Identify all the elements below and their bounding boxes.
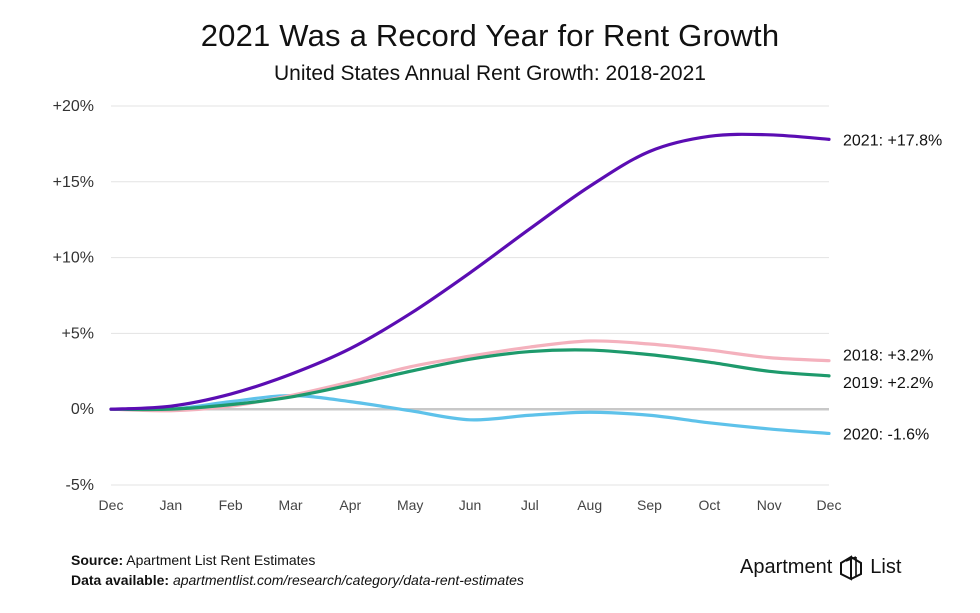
x-tick-label: Jun xyxy=(459,497,482,513)
y-axis-tick-labels: -5% 0% +5% +10% +15% +20% xyxy=(53,98,94,494)
x-tick-label: Mar xyxy=(278,497,302,513)
y-tick-label: +5% xyxy=(62,325,94,342)
series-line-2019 xyxy=(109,348,831,412)
end-label-2020: 2020: -1.6% xyxy=(843,426,929,443)
x-tick-label: May xyxy=(397,497,423,513)
x-tick-label: Sep xyxy=(637,497,662,513)
end-label-2018: 2018: +3.2% xyxy=(843,348,933,365)
y-tick-label: +10% xyxy=(53,250,94,267)
data-available-line: Data available: apartmentlist.com/resear… xyxy=(71,572,524,588)
x-tick-label: Apr xyxy=(339,497,361,513)
data-available-link[interactable]: apartmentlist.com/research/category/data… xyxy=(172,572,524,588)
y-tick-label: -5% xyxy=(66,477,94,494)
x-tick-label: Dec xyxy=(99,497,124,513)
series-line-2021 xyxy=(109,132,831,411)
x-tick-label: Oct xyxy=(698,497,720,513)
line-chart: -5% 0% +5% +10% +15% +20% Dec Jan Feb Mar Apr May J… xyxy=(53,98,943,513)
chart-title: 2021 Was a Record Year for Rent Growth xyxy=(200,18,780,53)
end-label-2021: 2021: +17.8% xyxy=(843,132,942,149)
chart-subtitle: United States Annual Rent Growth: 2018-2… xyxy=(274,62,706,85)
brand-left-text: Apartment xyxy=(740,555,833,578)
grid-lines xyxy=(111,105,829,486)
x-tick-label: Feb xyxy=(219,497,243,513)
y-tick-label: +15% xyxy=(53,174,94,191)
series-lines xyxy=(109,132,831,436)
brand-right-text: List xyxy=(870,555,902,578)
end-label-2019: 2019: +2.2% xyxy=(843,375,933,392)
data-available-label: Data available: xyxy=(71,572,170,588)
x-tick-label: Aug xyxy=(577,497,602,513)
series-end-labels: 2021: +17.8% 2018: +3.2% 2019: +2.2% 2020: … xyxy=(843,132,942,443)
source-text: Apartment List Rent Estimates xyxy=(126,552,316,568)
x-tick-label: Dec xyxy=(817,497,842,513)
x-tick-label: Jan xyxy=(160,497,183,513)
y-tick-label: +20% xyxy=(53,98,94,115)
x-tick-label: Jul xyxy=(521,497,539,513)
brand-logo: Apartment List xyxy=(740,552,901,582)
series-line-2020 xyxy=(109,393,831,436)
x-axis-tick-labels: Dec Jan Feb Mar Apr May Jun Jul Aug Sep Oct Nov Dec xyxy=(99,497,842,513)
source-label: Source: xyxy=(71,552,124,568)
series-line-2018 xyxy=(109,339,831,413)
x-tick-label: Nov xyxy=(757,497,782,513)
apartment-list-logo-icon xyxy=(840,555,863,581)
source-line: Source: Apartment List Rent Estimates xyxy=(71,552,315,568)
y-tick-label: 0% xyxy=(71,401,94,418)
